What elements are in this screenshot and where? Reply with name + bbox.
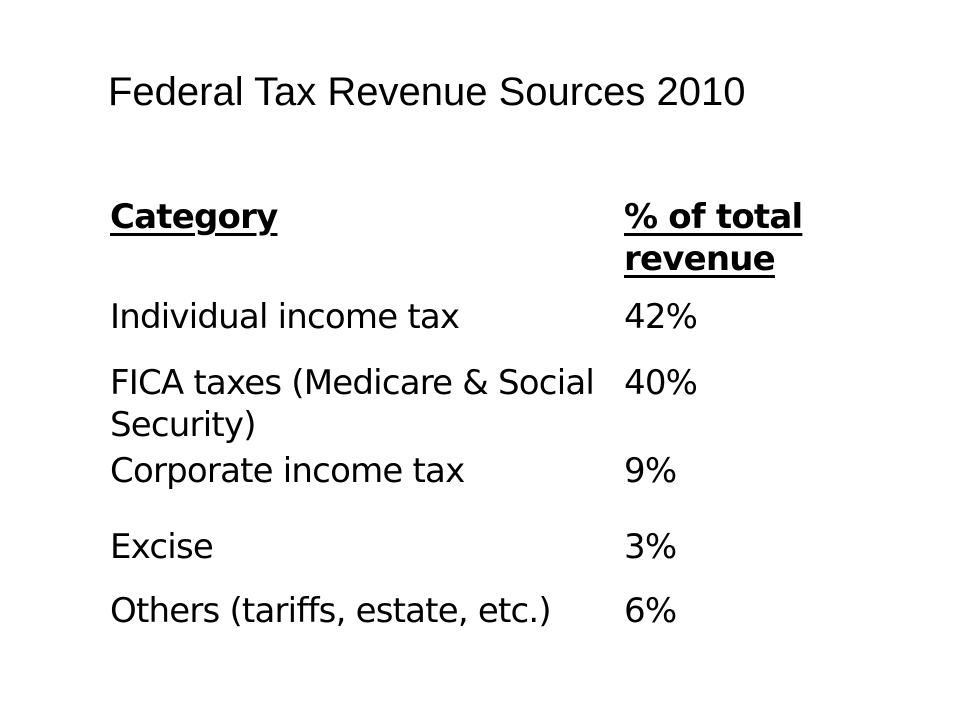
row-percent: 42% — [624, 297, 698, 337]
table-row: Individual income tax 42% — [110, 296, 870, 362]
row-category: Excise — [110, 527, 214, 567]
row-category: FICA taxes (Medicare & Social Security) — [110, 363, 595, 445]
row-category: Individual income tax — [110, 297, 460, 337]
row-percent: 9% — [624, 451, 677, 491]
table-header-row: Category % of total revenue — [110, 196, 870, 296]
revenue-table: Category % of total revenue Individual i… — [110, 196, 870, 650]
slide-title: Federal Tax Revenue Sources 2010 — [108, 70, 746, 114]
table-row: Others (tariffs, estate, etc.) 6% — [110, 590, 870, 650]
row-category: Corporate income tax — [110, 451, 465, 491]
row-percent: 40% — [624, 363, 698, 403]
table-row: Corporate income tax 9% — [110, 450, 870, 526]
row-percent: 3% — [624, 527, 677, 567]
header-percent: % of total revenue — [624, 197, 803, 279]
table-row: FICA taxes (Medicare & Social Security) … — [110, 362, 870, 450]
row-percent: 6% — [624, 591, 677, 631]
row-category: Others (tariffs, estate, etc.) — [110, 591, 552, 631]
header-category: Category — [110, 197, 278, 237]
table-row: Excise 3% — [110, 526, 870, 590]
